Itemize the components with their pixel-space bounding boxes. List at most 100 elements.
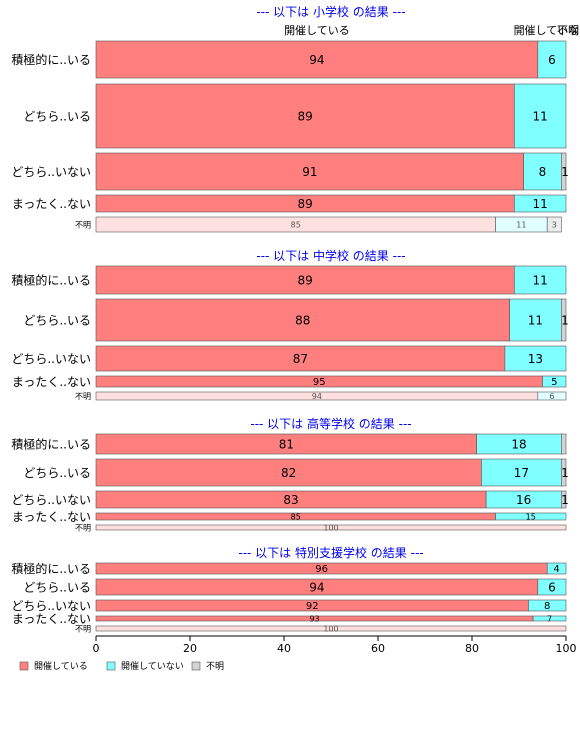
- data-label: 91: [302, 165, 317, 179]
- row-label: どちら..いない: [11, 493, 91, 507]
- legend: 開催している 開催していない 不明: [19, 660, 224, 672]
- bar-segment-not-held: [546, 562, 567, 575]
- bar-row: 不明 94 6: [75, 391, 567, 401]
- x-axis: 0 20 40 60 80 100: [93, 635, 577, 655]
- data-label: 6: [549, 392, 554, 401]
- legend-label: 不明: [206, 661, 224, 672]
- legend-label: 開催していない: [121, 660, 184, 672]
- bar-segment-not-held: [528, 599, 567, 612]
- bar-segment-not-held: [532, 615, 567, 622]
- bar-segment-not-held: [523, 152, 562, 191]
- data-label: 100: [323, 523, 338, 532]
- bar-row: 不明 100: [75, 523, 567, 532]
- data-label: 8: [539, 165, 547, 179]
- data-label: 82: [281, 466, 296, 480]
- row-label: 不明: [75, 624, 91, 633]
- legend-label: 開催している: [34, 660, 88, 672]
- bar-segment-unknown: [560, 458, 567, 487]
- data-label: 89: [298, 197, 313, 211]
- x-tick-label: 100: [556, 642, 577, 655]
- group-title: --- 以下は 小学校 の結果 ---: [256, 4, 405, 19]
- x-tick-label: 40: [277, 642, 291, 655]
- bar-segment-not-held: [513, 265, 567, 295]
- bar-row: どちら..いる 82 17 1: [23, 458, 569, 487]
- group-title: --- 以下は 特別支援学校 の結果 ---: [238, 545, 423, 560]
- row-label: どちら..いない: [11, 352, 91, 366]
- legend-item: 不明: [191, 661, 224, 672]
- bar-row: まったく..ない 95 5: [12, 375, 567, 389]
- legend-item: 開催している: [19, 660, 88, 672]
- data-label: 6: [548, 580, 556, 594]
- data-label: 100: [323, 624, 338, 633]
- row-label: まったく..ない: [12, 197, 91, 211]
- row-label: 積極的に..いる: [11, 561, 91, 576]
- bar-segment-not-held: [537, 391, 567, 401]
- bar-segment-not-held: [513, 83, 567, 149]
- data-label: 15: [526, 512, 536, 521]
- row-label: どちら..いる: [23, 313, 91, 327]
- row-label: まったく..ない: [12, 612, 91, 626]
- bar-row: 不明 85 11 3: [75, 216, 562, 233]
- row-label: どちら..いる: [23, 466, 91, 480]
- row-label: どちら..いる: [23, 109, 91, 123]
- data-label: 11: [528, 313, 543, 327]
- bar-row: まったく..ない 89 11: [12, 194, 567, 213]
- group-title: --- 以下は 高等学校 の結果 ---: [250, 416, 411, 431]
- data-label: 87: [293, 352, 308, 366]
- legend-swatch: [106, 661, 116, 671]
- row-label: 不明: [75, 392, 91, 401]
- data-label: 92: [306, 601, 319, 612]
- data-label: 1: [561, 493, 569, 507]
- data-label: 94: [309, 580, 324, 594]
- bar-row: 不明 100: [75, 624, 567, 633]
- x-tick-label: 80: [465, 642, 479, 655]
- bar-segment-held: [95, 298, 510, 342]
- group-4: --- 以下は 特別支援学校 の結果 --- 積極的に..いる 96 4 どちら..いる…: [11, 545, 567, 633]
- x-tick-label: 0: [93, 642, 100, 655]
- x-tick-label: 60: [371, 642, 385, 655]
- header-label-held: 開催している: [284, 23, 350, 37]
- data-label: 1: [561, 165, 569, 179]
- data-label: 11: [533, 197, 548, 211]
- data-label: 83: [283, 493, 298, 507]
- row-label: 不明: [75, 220, 91, 229]
- bar-row: 積極的に..いる 94 6: [11, 40, 567, 79]
- data-label: 11: [516, 220, 526, 229]
- data-label: 7: [547, 614, 552, 623]
- bar-row: どちら..いない 87 13: [11, 345, 567, 372]
- data-label: 95: [313, 377, 326, 388]
- data-label: 1: [561, 313, 569, 327]
- bar-segment-unknown: [546, 216, 562, 233]
- data-label: 81: [279, 437, 294, 451]
- data-label: 93: [309, 614, 319, 623]
- legend-swatch: [19, 661, 29, 671]
- legend-swatch: [191, 661, 201, 671]
- bar-segment-held: [95, 625, 567, 632]
- bar-segment-unknown: [560, 490, 567, 509]
- bar-row: まったく..ない 85 15: [12, 510, 567, 524]
- bar-segment-not-held: [542, 375, 567, 388]
- bar-segment-unknown: [560, 298, 567, 342]
- bar-segment-held: [95, 458, 482, 487]
- bar-segment-held: [95, 524, 567, 531]
- bar-row: どちら..いる 89 11: [23, 83, 567, 149]
- bar-row: どちら..いない 92 8: [11, 599, 567, 613]
- data-label: 94: [309, 53, 324, 67]
- bar-row: 積極的に..いる 89 11: [11, 265, 567, 295]
- bar-segment-not-held: [513, 194, 567, 213]
- bar-row: どちら..いない 91 8 1: [11, 152, 569, 191]
- data-label: 94: [312, 392, 322, 401]
- legend-item: 開催していない: [106, 660, 184, 672]
- bar-segment-held: [95, 152, 525, 191]
- row-label: まったく..ない: [12, 510, 91, 524]
- data-label: 5: [551, 377, 557, 388]
- row-label: まったく..ない: [12, 375, 91, 389]
- bar-segment-not-held: [481, 458, 562, 487]
- bar-row: 積極的に..いる 96 4: [11, 561, 567, 576]
- group-2: --- 以下は 中学校 の結果 --- 積極的に..いる 89 11 どちら..いる 88…: [11, 248, 568, 401]
- bar-segment-not-held: [537, 40, 567, 79]
- data-label: 8: [544, 601, 550, 612]
- data-label: 17: [514, 466, 529, 480]
